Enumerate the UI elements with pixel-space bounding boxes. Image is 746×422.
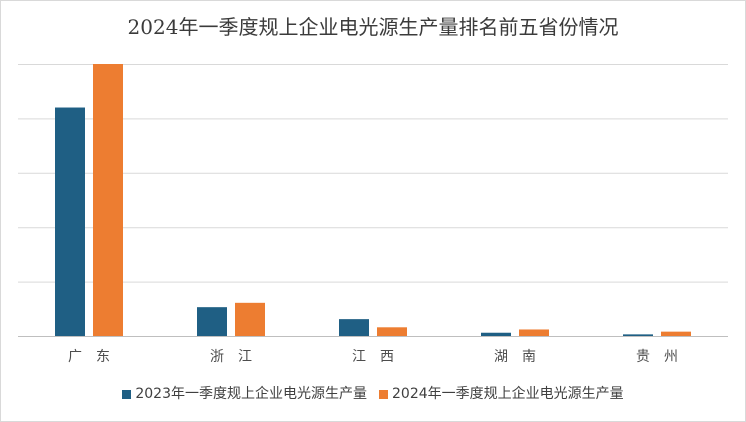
bar-series-1-category-4[interactable] xyxy=(481,332,511,336)
legend-label-series-1: 2023年一季度规上企业电光源生产量 xyxy=(135,386,367,402)
gridlines xyxy=(18,64,728,337)
x-tick-label: 江 西 xyxy=(352,349,394,365)
bar-series-2-category-1[interactable] xyxy=(93,64,123,336)
bar-series-2-category-3[interactable] xyxy=(377,327,407,336)
bar-series-1-category-1[interactable] xyxy=(55,107,85,337)
x-tick-label: 湖 南 xyxy=(494,349,536,365)
bar-series-2-category-2[interactable] xyxy=(235,302,265,336)
x-axis-labels: 广 东浙 江江 西湖 南贵 州 xyxy=(68,349,678,365)
bar-series-1-category-2[interactable] xyxy=(197,307,227,336)
legend-item-series-2[interactable]: 2024年一季度规上企业电光源生产量 xyxy=(379,384,624,404)
x-tick-label: 浙 江 xyxy=(210,349,252,365)
chart-title: 2024年一季度规上企业电光源生产量排名前五省份情况 xyxy=(127,15,619,39)
legend-label-series-2: 2024年一季度规上企业电光源生产量 xyxy=(392,386,624,402)
x-tick-label: 广 东 xyxy=(68,349,110,365)
bar-series-1-category-3[interactable] xyxy=(339,319,369,336)
bar-series-group xyxy=(55,64,691,337)
bar-series-2-category-4[interactable] xyxy=(519,329,549,336)
legend-item-series-1[interactable]: 2023年一季度规上企业电光源生产量 xyxy=(122,384,367,404)
legend: 2023年一季度规上企业电光源生产量 2024年一季度规上企业电光源生产量 xyxy=(1,384,745,404)
bar-series-1-category-5[interactable] xyxy=(623,334,653,336)
legend-swatch-series-2 xyxy=(379,389,388,399)
legend-swatch-series-1 xyxy=(122,389,132,399)
bar-series-2-category-5[interactable] xyxy=(661,331,691,336)
x-tick-label: 贵 州 xyxy=(636,349,678,365)
